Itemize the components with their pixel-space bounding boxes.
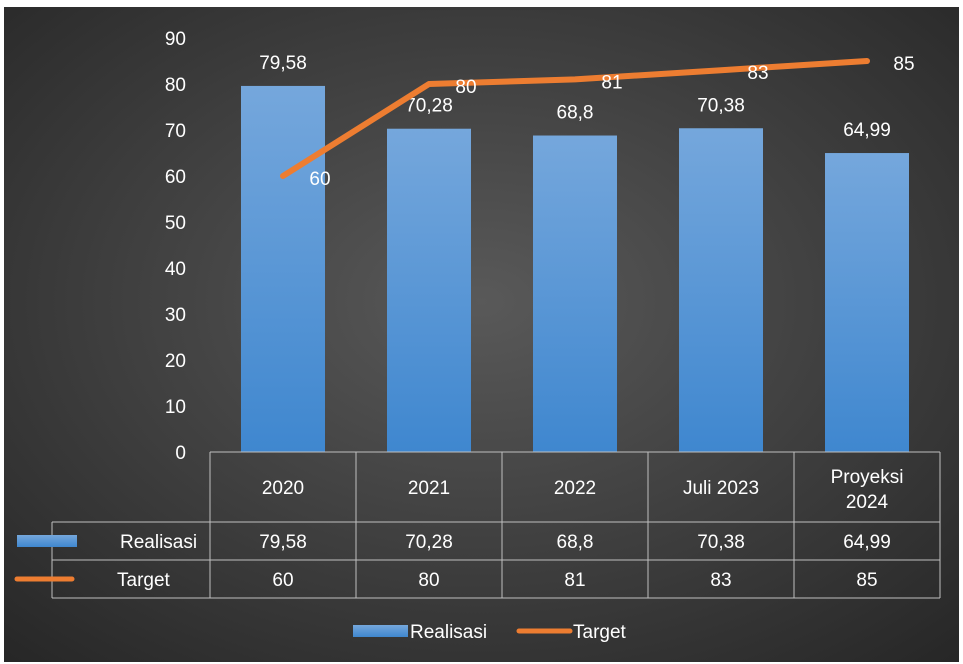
- table-legend-key-realisasi: [17, 535, 77, 547]
- table-cell: 80: [418, 570, 439, 591]
- bar-value-label: 68,8: [557, 103, 594, 124]
- x-category-label: 2020: [262, 478, 304, 499]
- y-tick-label: 10: [165, 397, 186, 418]
- line-value-label: 83: [747, 63, 768, 84]
- bar: [679, 128, 763, 452]
- chart: 0 10 20 30 40 50 60 70 80 90 79,58 70,28 68,8 70,38 6…: [4, 7, 959, 662]
- line-value-label: 81: [601, 72, 622, 93]
- table-cell: 60: [272, 570, 293, 591]
- y-tick-label: 20: [165, 351, 186, 372]
- table-cell: 70,38: [697, 532, 745, 553]
- table-cell: 81: [564, 570, 585, 591]
- y-tick-label: 80: [165, 75, 186, 96]
- y-tick-label: 0: [175, 443, 186, 464]
- legend-key-realisasi: [353, 625, 408, 637]
- bar: [241, 85, 325, 452]
- table-cell: 68,8: [557, 532, 594, 553]
- chart-background: [4, 7, 959, 662]
- data-table: 2020 2021 2022 Juli 2023 Proyeksi 2024 Realisa…: [14, 451, 941, 599]
- bar: [533, 135, 617, 452]
- y-tick-label: 30: [165, 305, 186, 326]
- legend-label-target: Target: [573, 622, 627, 643]
- legend: Realisasi Target: [353, 622, 627, 643]
- table-cell: 70,28: [405, 532, 453, 553]
- table-cell: 85: [856, 570, 877, 591]
- y-tick-label: 70: [165, 121, 186, 142]
- bar: [387, 128, 471, 452]
- bar-data-labels: 79,58 70,28 68,8 70,38 64,99: [259, 53, 891, 141]
- line-series-target: [280, 58, 870, 179]
- x-category-label: Proyeksi 2024: [831, 467, 904, 513]
- legend-label-realisasi: Realisasi: [410, 622, 487, 643]
- y-axis: 0 10 20 30 40 50 60 70 80 90: [165, 29, 186, 464]
- bar-value-label: 70,28: [405, 96, 453, 117]
- line-value-label: 85: [893, 54, 914, 75]
- y-tick-label: 90: [165, 29, 186, 50]
- table-row-header: Target: [117, 570, 171, 591]
- bar: [825, 153, 909, 452]
- x-category-label: Juli 2023: [683, 478, 759, 499]
- line-value-label: 80: [455, 77, 476, 98]
- bar-series-realisasi: [241, 85, 909, 452]
- bar-value-label: 64,99: [843, 120, 891, 141]
- table-row-header: Realisasi: [120, 532, 197, 553]
- table-cell: 64,99: [843, 532, 891, 553]
- table-cell: 79,58: [259, 532, 307, 553]
- y-tick-label: 50: [165, 213, 186, 234]
- y-tick-label: 60: [165, 167, 186, 188]
- x-category-label: 2021: [408, 478, 450, 499]
- y-tick-label: 40: [165, 259, 186, 280]
- target-line: [280, 58, 870, 179]
- bar-value-label: 79,58: [259, 53, 307, 74]
- line-value-label: 60: [309, 169, 330, 190]
- line-data-labels: 60 80 81 83 85: [309, 54, 914, 190]
- x-category-label: 2022: [554, 478, 596, 499]
- table-cell: 83: [710, 570, 731, 591]
- bar-value-label: 70,38: [697, 95, 745, 116]
